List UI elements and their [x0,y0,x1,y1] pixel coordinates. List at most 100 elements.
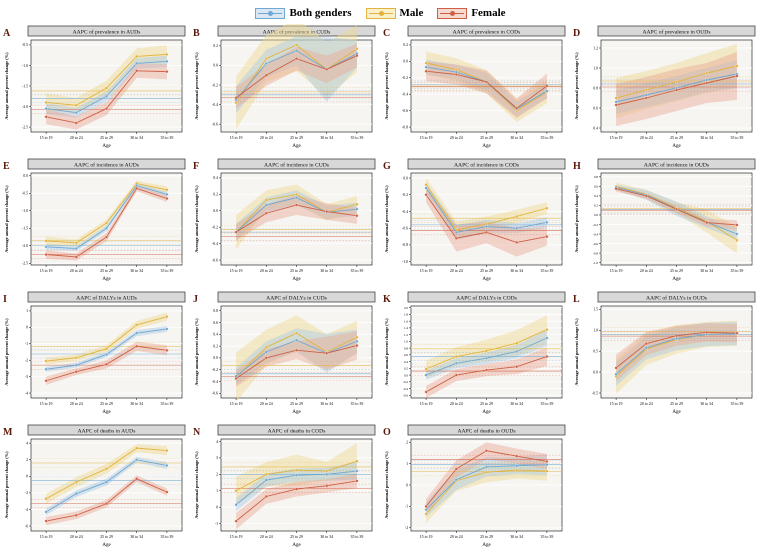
data-point [44,510,48,514]
panel-K: K AAPC of DALYs in CODs 2.0 1.8 1.6 1.4 1.2 1.0… [380,290,570,423]
y-tick-label: -0.6 [402,227,408,231]
panel-E-chart: E AAPC of incidence in AUDs 0.0 -0.5 -1.0 -1.… [3,158,186,282]
y-axis-label: Average annual percent change (%) [384,52,389,120]
x-tick-label: 15 to 19 [420,402,433,406]
y-axis-label: Average annual percent change (%) [4,451,9,519]
legend-item-both-genders: Both genders [255,7,352,19]
plot-area [600,305,753,399]
y-tick-label: -2 [25,359,28,363]
data-point [135,446,139,450]
panel-title-bar [407,158,566,170]
data-point [515,341,519,345]
data-point [44,115,48,119]
panel-O: O AAPC of deaths in OUDs 2 1 0 -1 -2 15 to 19 20… [380,423,570,556]
panel-title: AAPC of DALYs in CUDs [266,294,327,301]
data-point [355,343,359,348]
panel-L-chart: L AAPC of DALYs in OUDs 1.5 1.0 0.5 0.0 -0.5 15… [573,291,756,415]
data-point [104,86,109,90]
data-point [355,47,359,51]
y-axis-label: Average annual percent change (%) [574,52,579,120]
y-tick-label: 0.6 [594,185,598,189]
y-tick-label: -1.0 [22,64,28,68]
y-tick-label: -0.6 [212,258,218,262]
y-tick-label: 3 [216,456,218,460]
data-point [294,331,299,335]
y-tick-label: -2 [405,526,408,530]
data-point [294,49,299,53]
data-point [484,349,489,353]
ci-band-male [236,315,357,403]
x-tick-label: 30 to 34 [130,402,143,406]
x-tick-label: 20 to 24 [640,269,653,273]
panel-J-chart: J AAPC of DALYs in CUDs 0.8 0.6 0.4 0.2 0.0 -0.… [193,291,376,415]
x-tick-label: 35 to 39 [541,535,554,539]
panel-A-chart: A AAPC of prevalence in AUDs -0.5 -1.0 -1.5 -… [3,25,186,149]
data-point [165,463,169,468]
panel-G: G AAPC of incidence in CODs 0.0 -0.2 -0.4 -0.… [380,157,570,290]
data-point [355,469,359,473]
x-tick-label: 30 to 34 [320,402,333,406]
panel-title-bar [597,25,756,37]
data-point [44,379,48,383]
y-tick-label: -3 [25,375,28,379]
y-tick-label: -0.6 [402,109,408,113]
x-tick-label: 25 to 29 [290,136,303,140]
data-point [644,93,648,97]
y-tick-label: 0.0 [213,64,218,68]
data-point [165,449,169,453]
data-point [674,80,679,84]
data-point [165,348,169,352]
x-tick-label: 35 to 39 [161,269,174,273]
data-point [545,84,549,88]
y-tick-label: 0.0 [213,356,218,360]
data-point [234,230,238,234]
x-axis-label: Age [482,144,491,149]
y-tick-label: -2.5 [22,125,28,129]
data-point [264,478,268,482]
data-point [135,54,139,58]
panel-title-bar [217,424,376,436]
y-tick-label: 0.0 [403,176,408,180]
both-genders-line-swatch-icon [255,7,286,19]
data-point [424,508,428,512]
panel-title-bar [407,291,566,303]
y-tick-label: 1.2 [404,333,408,337]
data-point [355,54,359,58]
panel-title: AAPC of deaths in AUDs [78,427,136,434]
data-point [264,203,268,207]
x-axis-label: Age [102,144,111,149]
y-tick-label: -4 [25,391,28,395]
x-tick-label: 30 to 34 [130,535,143,539]
x-axis-label: Age [672,144,681,149]
ci-band-female [236,473,357,530]
data-point [424,373,428,377]
panel-N: N AAPC of deaths in CODs 4 3 2 1 0 -1 15 to 19 20… [190,423,380,556]
y-tick-label: 1 [26,309,28,313]
data-point [44,252,48,257]
panel-title: AAPC of prevalence in CODs [453,28,521,35]
x-tick-label: 30 to 34 [510,402,523,406]
x-tick-label: 20 to 24 [260,269,273,273]
data-point [264,356,268,360]
panel-letter: L [573,294,580,305]
data-point [294,196,299,200]
data-point [234,489,238,493]
data-point [515,214,519,219]
x-tick-label: 20 to 24 [450,136,463,140]
data-point [515,240,519,244]
y-tick-label: -0.8 [593,251,598,255]
data-point [644,96,648,100]
y-tick-label: 0.6 [404,353,408,357]
panel-title: AAPC of incidence in CUDs [264,161,329,168]
panel-C: C AAPC of prevalence in CODs 0.2 0.0 -0.2 -0.… [380,24,570,157]
data-point [515,464,519,468]
x-tick-label: 30 to 34 [510,136,523,140]
ci-band-male [236,18,357,130]
ci-band-female [616,323,737,382]
x-tick-label: 20 to 24 [70,136,83,140]
x-tick-label: 15 to 19 [230,402,243,406]
data-point [614,366,618,370]
legend-label-male: Male [399,7,424,19]
data-point [454,361,458,365]
y-axis-label: Average annual percent change (%) [194,451,199,519]
